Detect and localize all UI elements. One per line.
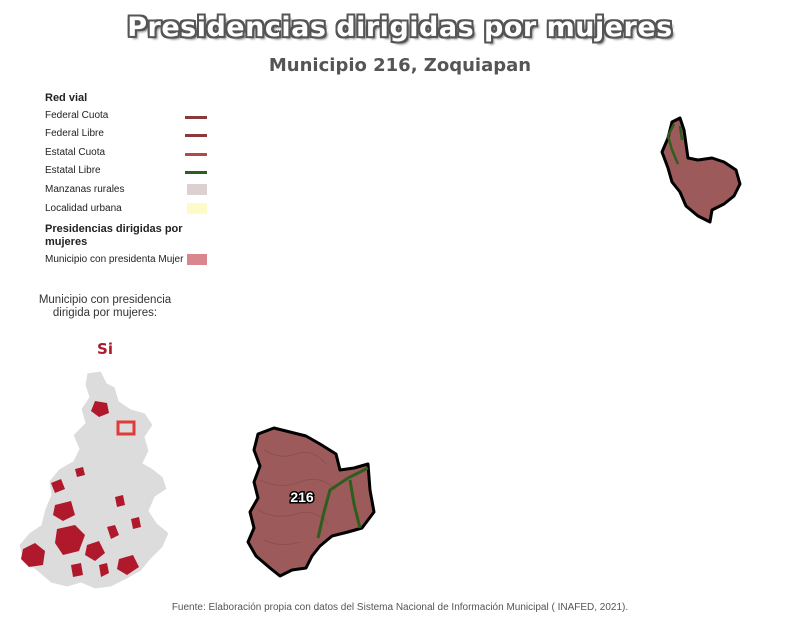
estatal-cuota-swatch	[185, 153, 207, 156]
federal-libre-swatch	[185, 134, 207, 137]
highlight-region	[91, 401, 109, 417]
highlight-region	[131, 517, 141, 529]
state-road-libre	[666, 123, 680, 165]
highlight-region	[107, 525, 119, 539]
highlight-region	[53, 501, 75, 521]
state-road-libre	[348, 479, 362, 529]
legend-label: Municipio con presidenta Mujer	[45, 254, 184, 265]
highlight-region	[115, 495, 125, 507]
localidad-urbana-swatch	[187, 203, 207, 214]
highlight-region	[55, 525, 85, 555]
legend-label: Estatal Cuota	[45, 147, 106, 158]
state-road-libre	[316, 466, 369, 539]
legend-women-heading: Presidencias dirigidas por mujeres	[45, 223, 183, 248]
legend-item-presidenta-mujer: Municipio con presidenta Mujer	[45, 254, 210, 268]
legend-item-estatal-libre: Estatal Libre	[45, 165, 210, 179]
highlight-region	[51, 479, 65, 493]
legend-item-federal-cuota: Federal Cuota	[45, 110, 210, 124]
legend-item-manzanas-rurales: Manzanas rurales	[45, 184, 210, 198]
highlight-region	[85, 541, 105, 561]
legend-label: Federal Libre	[45, 128, 104, 139]
federal-cuota-swatch	[185, 116, 207, 119]
page-subtitle: Municipio 216, Zoquiapan	[268, 55, 532, 76]
municipality-polygon	[246, 426, 376, 578]
municipality-number-label: 216	[290, 489, 314, 505]
legend-item-estatal-cuota: Estatal Cuota	[45, 147, 210, 161]
source-note: Fuente: Elaboración propia con datos del…	[171, 602, 629, 613]
legend-label: Estatal Libre	[45, 165, 101, 176]
estatal-libre-swatch	[185, 171, 207, 174]
current-municipality-marker	[116, 420, 136, 436]
women-led-municipalities	[21, 401, 141, 577]
legend-item-federal-libre: Federal Libre	[45, 128, 210, 142]
state-inset-map	[18, 370, 170, 590]
highlight-region	[71, 563, 83, 577]
legend-item-localidad-urbana: Localidad urbana	[45, 203, 210, 217]
legend-label: Federal Cuota	[45, 110, 109, 121]
municipality-map-secondary	[660, 116, 742, 224]
highlight-region	[21, 543, 45, 567]
presidenta-mujer-swatch	[187, 254, 207, 265]
inset-question: Municipio con presidencia dirigida por m…	[38, 294, 172, 319]
municipality-polygon	[660, 116, 742, 224]
legend-label: Localidad urbana	[45, 203, 122, 214]
highlight-region	[117, 555, 139, 575]
page-title: Presidencias dirigidas por mujeres	[127, 12, 673, 43]
terrain-texture	[257, 449, 337, 545]
municipality-map-main: 216	[246, 426, 376, 578]
inset-answer: Si	[97, 340, 113, 358]
legend-label: Manzanas rurales	[45, 184, 125, 195]
highlight-region	[99, 563, 109, 577]
state-road-libre	[678, 125, 684, 141]
legend-road-heading: Red vial	[45, 92, 88, 104]
highlight-region	[75, 467, 85, 477]
manzanas-rurales-swatch	[187, 184, 207, 195]
